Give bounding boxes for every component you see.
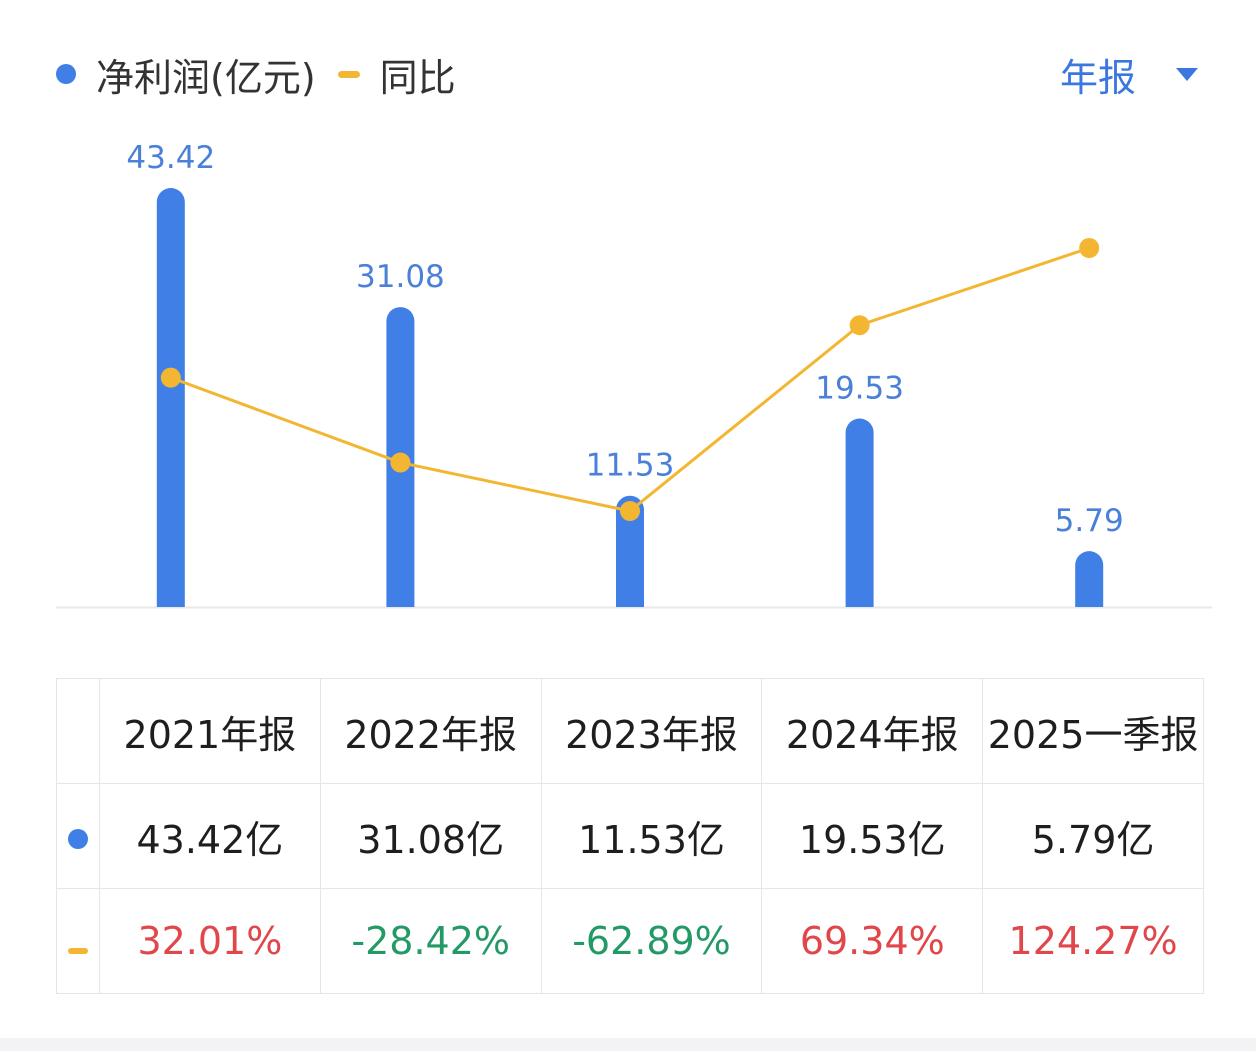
legend-item-yoy[interactable]: 同比 xyxy=(337,47,456,102)
caret-down-icon xyxy=(1176,67,1198,81)
bar-value-label: 31.08 xyxy=(356,259,445,295)
table-header-cell: 2023年报 xyxy=(540,678,763,784)
table-corner-cell xyxy=(56,678,100,784)
table-header-cell: 2021年报 xyxy=(99,678,321,784)
legend-item-net-profit[interactable]: 净利润(亿元) xyxy=(56,47,316,102)
legend-label-yoy: 同比 xyxy=(379,55,456,100)
net-profit-cell: 43.42亿 xyxy=(99,783,321,889)
table-row-yoy: 32.01% -28.42% -62.89% 69.34% 124.27% xyxy=(56,888,1204,994)
table-header-cell: 2022年报 xyxy=(319,678,542,784)
table-header-cell: 2024年报 xyxy=(761,678,984,784)
yoy-cell: -28.42% xyxy=(319,888,542,994)
net-profit-cell: 31.08亿 xyxy=(319,783,542,889)
yoy-point xyxy=(160,367,181,388)
bar xyxy=(1075,551,1104,607)
table-marker-cell xyxy=(56,888,100,994)
legend-line-icon xyxy=(337,70,360,78)
bar xyxy=(616,495,644,607)
net-profit-cell: 5.79亿 xyxy=(982,783,1204,889)
legend-dot-icon xyxy=(56,64,76,84)
yoy-point xyxy=(1079,238,1100,258)
bar-value-label: 43.42 xyxy=(126,140,215,176)
footer-divider xyxy=(0,1038,1256,1051)
yoy-cell: 32.01% xyxy=(99,888,321,994)
bar xyxy=(156,188,185,607)
net-profit-dot-icon xyxy=(68,829,88,849)
period-selector[interactable]: 年报 xyxy=(1060,48,1198,100)
yoy-point xyxy=(390,452,411,473)
table-header-cell: 2025一季报 xyxy=(982,678,1204,784)
data-table: 2021年报 2022年报 2023年报 2024年报 2025一季报 43.4… xyxy=(56,678,1204,994)
bar-value-label: 19.53 xyxy=(815,371,904,407)
table-marker-cell xyxy=(56,783,100,889)
chart-legend: 净利润(亿元) 同比 xyxy=(56,48,478,100)
yoy-cell: -62.89% xyxy=(540,888,763,994)
table-row-net-profit: 43.42亿 31.08亿 11.53亿 19.53亿 5.79亿 xyxy=(56,783,1204,889)
yoy-point xyxy=(620,501,640,521)
net-profit-cell: 19.53亿 xyxy=(761,783,984,889)
legend-label-net-profit: 净利润(亿元) xyxy=(96,55,316,100)
yoy-point xyxy=(849,315,870,336)
bar xyxy=(845,418,874,607)
bar-value-label: 5.79 xyxy=(1055,503,1124,539)
net-profit-cell: 11.53亿 xyxy=(540,783,763,889)
net-profit-chart: 43.42 31.08 11.53 19.53 5.79 xyxy=(56,140,1212,609)
bar-value-label: 11.53 xyxy=(586,448,675,484)
yoy-cell: 124.27% xyxy=(982,888,1204,994)
yoy-cell: 69.34% xyxy=(761,888,984,994)
table-header-row: 2021年报 2022年报 2023年报 2024年报 2025一季报 xyxy=(56,678,1204,784)
yoy-line-icon xyxy=(68,948,88,954)
period-selector-label: 年报 xyxy=(1059,55,1136,100)
